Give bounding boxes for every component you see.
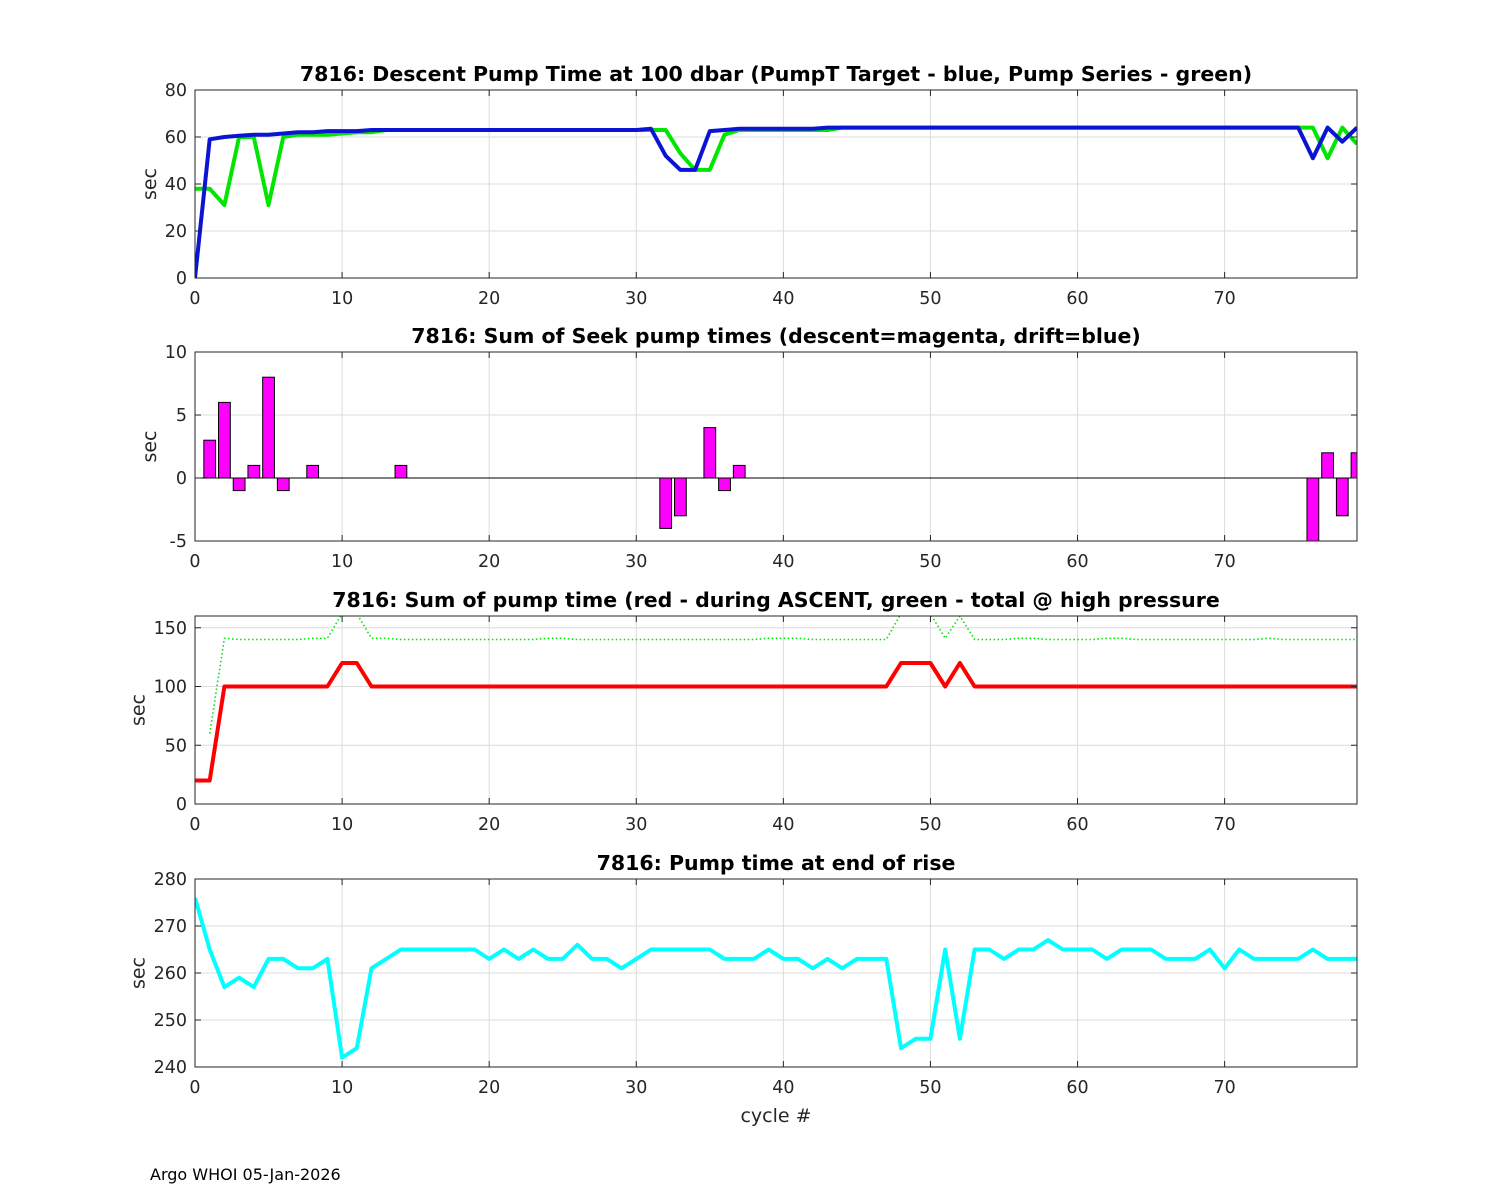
x-tick-label: 50: [919, 815, 941, 835]
series-line-2: [195, 125, 1357, 278]
x-tick-label: 30: [625, 1078, 647, 1098]
bar: [674, 477, 687, 517]
x-tick-label: 30: [625, 552, 647, 572]
x-tick-label: 70: [1213, 1078, 1235, 1098]
bar: [732, 464, 746, 479]
plot-area: [195, 616, 1357, 783]
chart-title: 7816: Pump time at end of rise: [597, 851, 956, 875]
bar: [1306, 477, 1320, 541]
y-tick-label: 10: [165, 343, 187, 363]
x-tick-label: 0: [189, 1078, 200, 1098]
bar: [306, 464, 320, 479]
y-tick-label: 60: [165, 128, 187, 148]
y-axis-label: sec: [128, 694, 150, 726]
x-tick-label: 10: [331, 289, 353, 309]
plot-area: [195, 125, 1357, 278]
y-tick-label: 20: [165, 222, 187, 242]
chart-title: 7816: Descent Pump Time at 100 dbar (Pum…: [300, 62, 1252, 86]
y-tick-label: 0: [176, 269, 187, 289]
x-tick-label: 0: [189, 815, 200, 835]
x-tick-label: 20: [478, 289, 500, 309]
axes-box: [194, 615, 1358, 805]
y-tick-label: 0: [176, 469, 187, 489]
bar: [1335, 477, 1349, 517]
x-tick-label: 70: [1213, 552, 1235, 572]
y-tick-label: 260: [154, 964, 187, 984]
y-tick-label: 100: [154, 678, 187, 698]
y-axis-label: sec: [128, 957, 150, 989]
x-tick-label: 70: [1213, 289, 1235, 309]
y-tick-label: 150: [154, 619, 187, 639]
footer-credit: Argo WHOI 05-Jan-2026: [150, 1165, 341, 1184]
x-axis-label: cycle #: [740, 1105, 811, 1127]
x-tick-label: 40: [772, 552, 794, 572]
x-tick-label: 20: [478, 1078, 500, 1098]
x-tick-label: 40: [772, 1078, 794, 1098]
y-tick-label: 80: [165, 81, 187, 101]
y-tick-label: 280: [154, 870, 187, 890]
x-tick-label: 60: [1066, 289, 1088, 309]
bar: [703, 427, 717, 479]
x-tick-label: 10: [331, 552, 353, 572]
x-tick-label: 0: [189, 289, 200, 309]
x-tick-label: 0: [189, 552, 200, 572]
y-tick-label: 0: [176, 795, 187, 815]
y-tick-label: -5: [170, 532, 187, 552]
x-tick-label: 50: [919, 552, 941, 572]
x-tick-label: 50: [919, 1078, 941, 1098]
bar: [203, 439, 217, 479]
bar: [218, 401, 231, 479]
bar: [262, 376, 275, 479]
y-axis-label: sec: [139, 430, 161, 462]
plot-area: [195, 897, 1357, 1060]
y-tick-label: 250: [154, 1011, 187, 1031]
x-tick-label: 10: [331, 815, 353, 835]
bar: [718, 477, 731, 492]
y-tick-label: 40: [165, 175, 187, 195]
x-tick-label: 30: [625, 815, 647, 835]
bar: [394, 464, 408, 479]
bar: [276, 477, 290, 492]
x-tick-label: 40: [772, 815, 794, 835]
chart-panel-4: 0 10 20 30 40 50 60 70 240 250 260 270 280 7816: Pump…: [128, 851, 1358, 1127]
bar: [1321, 452, 1334, 479]
chart-panel-3: 0 10 20 30 40 50 60 70 0 50 100 150 7816: Sum of pum…: [128, 588, 1358, 835]
y-tick-label: 5: [176, 406, 187, 426]
x-tick-label: 30: [625, 289, 647, 309]
x-tick-label: 70: [1213, 815, 1235, 835]
series-line-1: [195, 897, 1357, 1060]
x-tick-label: 60: [1066, 1078, 1088, 1098]
series-line-2: [195, 661, 1357, 783]
y-tick-label: 50: [165, 736, 187, 756]
x-tick-label: 60: [1066, 552, 1088, 572]
x-tick-label: 60: [1066, 815, 1088, 835]
y-axis-label: sec: [139, 168, 161, 200]
chart-panel-1: 0 10 20 30 40 50 60 70 0 20 40 60 80 7816: Descent Pu…: [139, 62, 1358, 309]
series-line-1: [208, 616, 1357, 734]
bar: [247, 464, 261, 479]
x-tick-label: 20: [478, 815, 500, 835]
bar: [232, 477, 246, 492]
y-tick-label: 240: [154, 1058, 187, 1078]
x-tick-label: 20: [478, 552, 500, 572]
x-tick-label: 40: [772, 289, 794, 309]
x-tick-label: 50: [919, 289, 941, 309]
x-tick-label: 10: [331, 1078, 353, 1098]
y-tick-label: 270: [154, 917, 187, 937]
bar: [659, 477, 673, 529]
chart-title: 7816: Sum of pump time (red - during ASC…: [332, 588, 1220, 612]
axes-box: [194, 351, 1358, 542]
chart-title: 7816: Sum of Seek pump times (descent=ma…: [411, 324, 1141, 348]
